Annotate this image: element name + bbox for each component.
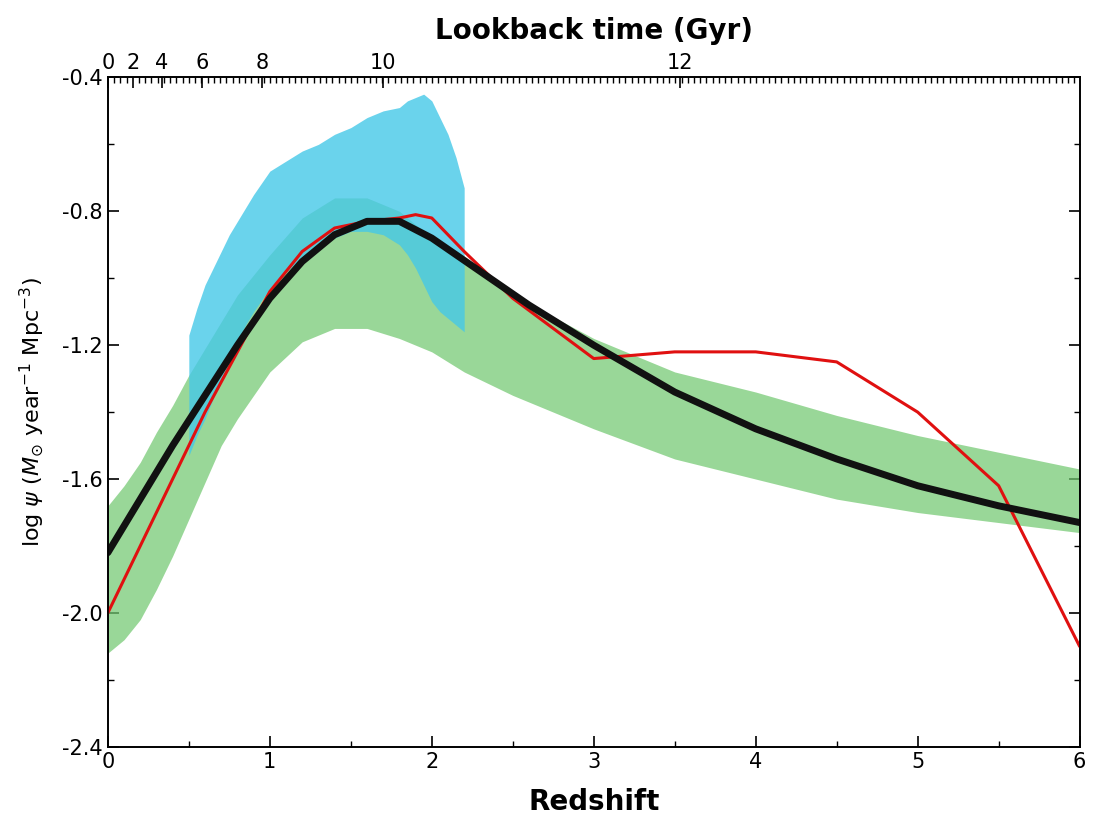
- Y-axis label: log $\psi$ ($M_{\odot}$ year$^{-1}$ Mpc$^{-3}$): log $\psi$ ($M_{\odot}$ year$^{-1}$ Mpc$…: [17, 277, 45, 547]
- X-axis label: Lookback time (Gyr): Lookback time (Gyr): [435, 17, 752, 45]
- X-axis label: Redshift: Redshift: [528, 788, 660, 816]
